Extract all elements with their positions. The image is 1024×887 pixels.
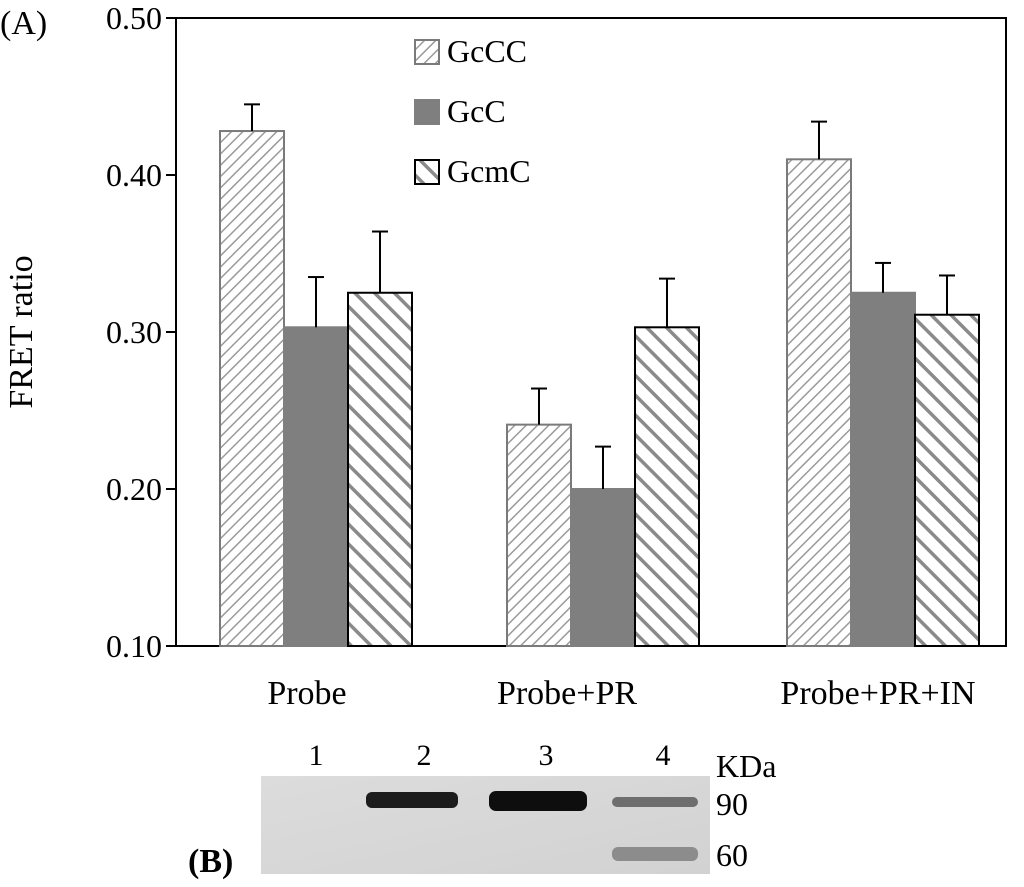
- legend-label-gcmc: GcmC: [447, 153, 531, 189]
- bar-gccc-3: [786, 158, 852, 648]
- bars: [219, 130, 980, 648]
- bar-gcmc-1: [347, 291, 413, 647]
- bar-gcmc-2: [634, 326, 700, 647]
- bar-gcc-2: [570, 488, 636, 647]
- gel-marker-90: 90: [716, 786, 748, 822]
- gel-band-lane2-90: [366, 792, 458, 808]
- x-axis: Probe Probe+PR Probe+PR+IN: [267, 675, 975, 712]
- panel-a-label: (A): [0, 5, 47, 42]
- x-tick-label: Probe+PR: [497, 675, 637, 712]
- gel-lane-labels: 1 2 3 4: [309, 739, 671, 772]
- bar-gcc-1: [283, 326, 349, 647]
- gel-marker-60: 60: [716, 837, 748, 873]
- legend-label-gccc: GcCC: [447, 33, 527, 69]
- bar-gcmc-3: [914, 313, 980, 647]
- y-tick-label: 0.40: [106, 157, 162, 193]
- legend: GcCC GcC GcmC: [414, 33, 531, 189]
- y-tick-label: 0.20: [106, 471, 162, 507]
- gel-band-lane4-90: [612, 797, 698, 807]
- bar-gccc-1: [219, 130, 285, 648]
- y-tick-label: 0.30: [106, 314, 162, 350]
- bar-gcc-3: [850, 291, 916, 647]
- gel-panel: 1 2 3 4 KDa 90 60 (B): [188, 739, 776, 880]
- gel-lane-label: 1: [309, 739, 324, 772]
- y-axis-label: FRET ratio: [3, 255, 40, 408]
- gel-unit-label: KDa: [716, 748, 776, 784]
- y-axis: 0.10 0.20 0.30 0.40 0.50: [106, 0, 176, 664]
- gel-band-lane4-60: [612, 847, 698, 861]
- legend-swatch-gcc: [414, 99, 440, 125]
- gel-lane-label: 4: [656, 739, 671, 772]
- legend-swatch-gcmc: [414, 159, 440, 185]
- gel-lane-label: 2: [417, 739, 432, 772]
- bar-gccc-2: [506, 423, 572, 647]
- gel-band-lane3-90: [489, 791, 587, 811]
- y-tick-label: 0.50: [106, 0, 162, 36]
- x-tick-label: Probe: [267, 675, 346, 712]
- y-tick-label: 0.10: [106, 628, 162, 664]
- gel-lane-label: 3: [539, 739, 554, 772]
- x-tick-label: Probe+PR+IN: [780, 675, 975, 712]
- panel-b-label: (B): [188, 843, 233, 880]
- legend-label-gcc: GcC: [447, 93, 506, 129]
- error-bars: [244, 103, 955, 489]
- legend-swatch-gccc: [414, 39, 440, 65]
